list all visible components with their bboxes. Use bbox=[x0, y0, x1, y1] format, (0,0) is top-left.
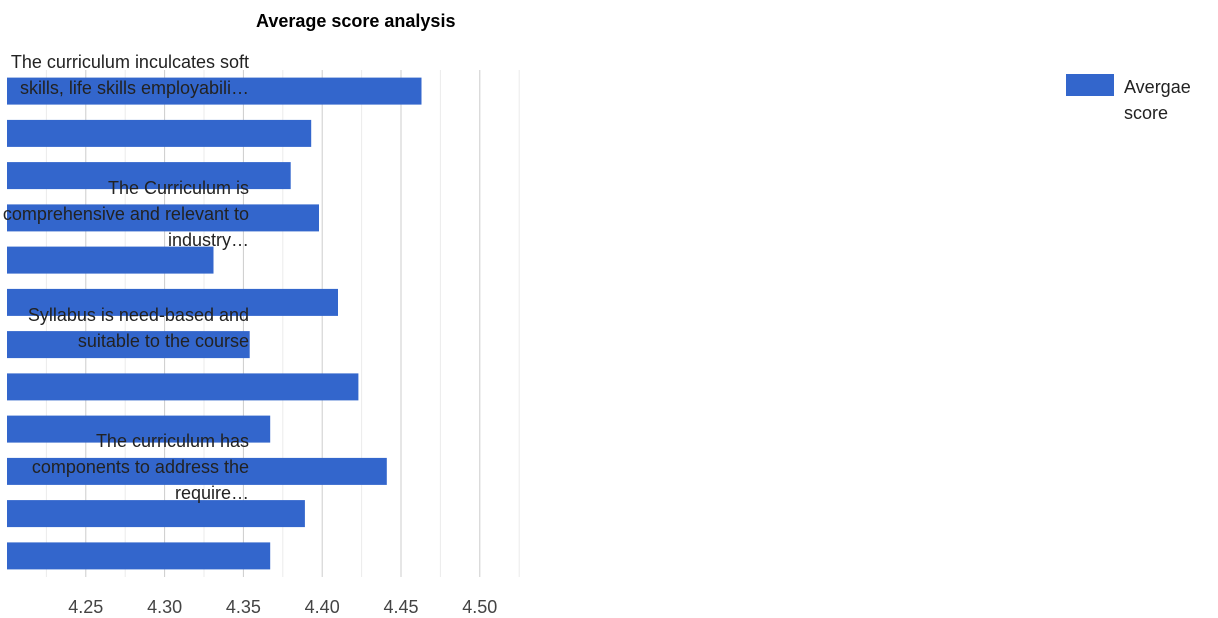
bar[interactable] bbox=[7, 500, 305, 528]
x-tick-label: 4.25 bbox=[68, 597, 103, 617]
bar[interactable] bbox=[7, 415, 271, 443]
x-tick-label: 4.50 bbox=[462, 597, 497, 617]
gridlines bbox=[45, 70, 520, 577]
bar[interactable] bbox=[7, 246, 214, 274]
x-axis-ticks: 4.25 4.30 4.35 4.40 4.45 4.50 bbox=[68, 597, 497, 617]
x-tick-label: 4.30 bbox=[147, 597, 182, 617]
x-tick-label: 4.40 bbox=[305, 597, 340, 617]
bar[interactable] bbox=[7, 288, 338, 316]
category-label: The curriculum has components to address… bbox=[31, 431, 249, 503]
category-label: The Curriculum is comprehensive and rele… bbox=[2, 178, 249, 250]
legend-swatch bbox=[1066, 74, 1114, 96]
bar[interactable] bbox=[7, 373, 359, 401]
bar[interactable] bbox=[7, 77, 422, 105]
bars bbox=[7, 77, 422, 570]
x-tick-label: 4.45 bbox=[383, 597, 418, 617]
bar[interactable] bbox=[7, 204, 319, 232]
category-label: Syllabus is need-based and suitable to t… bbox=[27, 305, 249, 351]
legend-label: Avergae score bbox=[1124, 77, 1191, 123]
bar[interactable] bbox=[7, 162, 291, 190]
bar[interactable] bbox=[7, 331, 250, 359]
bar[interactable] bbox=[7, 119, 312, 147]
chart-title: Average score analysis bbox=[256, 11, 456, 31]
x-tick-label: 4.35 bbox=[226, 597, 261, 617]
bar[interactable] bbox=[7, 542, 271, 570]
bar[interactable] bbox=[7, 457, 387, 485]
category-label: The curriculum inculcates soft skills, l… bbox=[10, 52, 249, 98]
